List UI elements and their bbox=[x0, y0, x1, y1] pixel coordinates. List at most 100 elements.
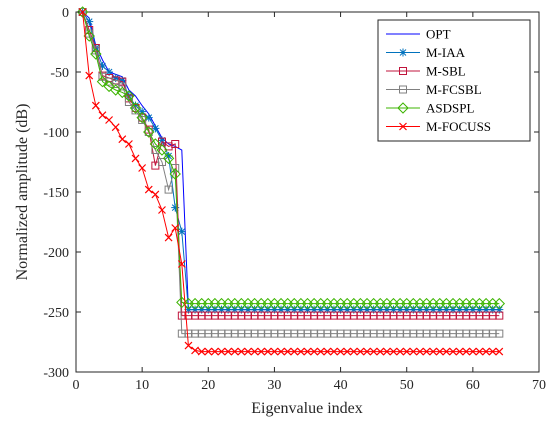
series-m-focuss bbox=[78, 8, 504, 356]
data-point bbox=[230, 347, 239, 356]
data-point bbox=[488, 347, 497, 356]
data-point bbox=[237, 347, 246, 356]
data-point bbox=[389, 347, 398, 356]
data-point bbox=[402, 347, 411, 356]
data-point bbox=[123, 90, 135, 102]
data-point bbox=[131, 154, 140, 163]
data-point bbox=[204, 347, 213, 356]
data-point bbox=[118, 82, 127, 91]
data-point bbox=[156, 144, 168, 156]
legend-marker bbox=[399, 67, 407, 75]
legend-entry: M-FCSBL bbox=[386, 82, 482, 97]
data-point bbox=[296, 347, 305, 356]
legend-label: M-SBL bbox=[426, 64, 466, 79]
legend-marker bbox=[399, 48, 407, 57]
data-point bbox=[303, 347, 312, 356]
data-point bbox=[257, 347, 266, 356]
data-point bbox=[343, 347, 352, 356]
data-point bbox=[416, 347, 424, 356]
data-point bbox=[455, 347, 464, 356]
data-point bbox=[250, 347, 259, 356]
legend-entry: M-FOCUSS bbox=[386, 119, 491, 134]
data-point bbox=[363, 347, 371, 356]
y-tick-label: -50 bbox=[50, 66, 69, 81]
data-point bbox=[277, 347, 285, 356]
legend-label: M-FOCUSS bbox=[426, 119, 491, 134]
series-line bbox=[82, 11, 500, 305]
data-point bbox=[376, 347, 385, 356]
data-point bbox=[263, 347, 272, 356]
data-point bbox=[210, 347, 219, 356]
data-point bbox=[409, 347, 418, 356]
y-axis-title: Normalized amplitude (dB) bbox=[14, 104, 31, 281]
legend-entry: OPT bbox=[386, 27, 451, 42]
data-point bbox=[283, 347, 292, 356]
data-point bbox=[495, 311, 504, 320]
data-point bbox=[475, 347, 484, 356]
data-point bbox=[157, 158, 166, 166]
data-point bbox=[103, 80, 115, 93]
x-tick-label: 10 bbox=[135, 378, 149, 393]
legend-entry: ASDSPL bbox=[386, 101, 474, 116]
data-point bbox=[151, 190, 160, 199]
data-point bbox=[144, 185, 153, 194]
data-point bbox=[78, 8, 87, 16]
data-point bbox=[138, 116, 147, 124]
data-point bbox=[151, 146, 160, 154]
legend-label: M-IAA bbox=[426, 45, 466, 60]
series-asdspl bbox=[76, 6, 506, 310]
data-point bbox=[90, 48, 102, 60]
data-point bbox=[493, 297, 506, 310]
data-point bbox=[171, 164, 180, 172]
data-point bbox=[349, 347, 358, 356]
x-tick-label: 30 bbox=[267, 378, 281, 393]
data-point bbox=[462, 347, 471, 356]
data-point bbox=[356, 347, 365, 356]
legend-marker bbox=[397, 102, 409, 114]
data-point bbox=[85, 71, 94, 80]
data-point bbox=[323, 347, 332, 356]
data-point bbox=[129, 102, 142, 114]
legend: OPT M-IAA M-SBL M-FCSBL ASDSPL M-FOCUSS bbox=[377, 19, 531, 142]
data-point bbox=[109, 84, 122, 96]
data-point bbox=[495, 347, 504, 356]
x-tick-label: 60 bbox=[466, 378, 480, 393]
x-tick-label: 70 bbox=[532, 378, 546, 393]
data-point bbox=[290, 347, 299, 356]
y-tick-label: -250 bbox=[43, 306, 69, 321]
legend-label: ASDSPL bbox=[426, 101, 474, 116]
data-point bbox=[138, 164, 147, 172]
legend-label: OPT bbox=[426, 27, 451, 42]
data-point bbox=[76, 6, 89, 18]
x-tick-label: 20 bbox=[201, 378, 215, 393]
data-point bbox=[330, 347, 338, 356]
data-point bbox=[224, 347, 233, 356]
data-point bbox=[136, 111, 148, 124]
data-point bbox=[105, 116, 113, 124]
data-point bbox=[422, 347, 431, 356]
data-point bbox=[124, 140, 133, 148]
y-tick-label: 0 bbox=[62, 6, 69, 21]
data-point bbox=[91, 101, 100, 110]
data-point bbox=[495, 329, 504, 338]
legend-entry: M-SBL bbox=[386, 64, 466, 79]
data-point bbox=[177, 260, 186, 268]
data-point bbox=[435, 347, 444, 356]
y-tick-label: -100 bbox=[43, 126, 69, 141]
data-point bbox=[96, 75, 109, 88]
data-point bbox=[111, 123, 120, 132]
x-tick-label: 50 bbox=[400, 378, 414, 393]
data-point bbox=[116, 86, 129, 99]
series-layer bbox=[76, 6, 506, 356]
data-point bbox=[98, 111, 107, 120]
legend-label: M-FCSBL bbox=[426, 82, 482, 97]
data-point bbox=[449, 347, 457, 356]
data-point bbox=[169, 168, 181, 180]
legend-entry: M-IAA bbox=[386, 45, 466, 60]
x-tick-label: 0 bbox=[73, 378, 80, 393]
data-point bbox=[164, 185, 173, 194]
data-point bbox=[429, 347, 438, 356]
data-point bbox=[131, 106, 140, 115]
data-point bbox=[191, 346, 199, 355]
data-point bbox=[217, 347, 226, 356]
